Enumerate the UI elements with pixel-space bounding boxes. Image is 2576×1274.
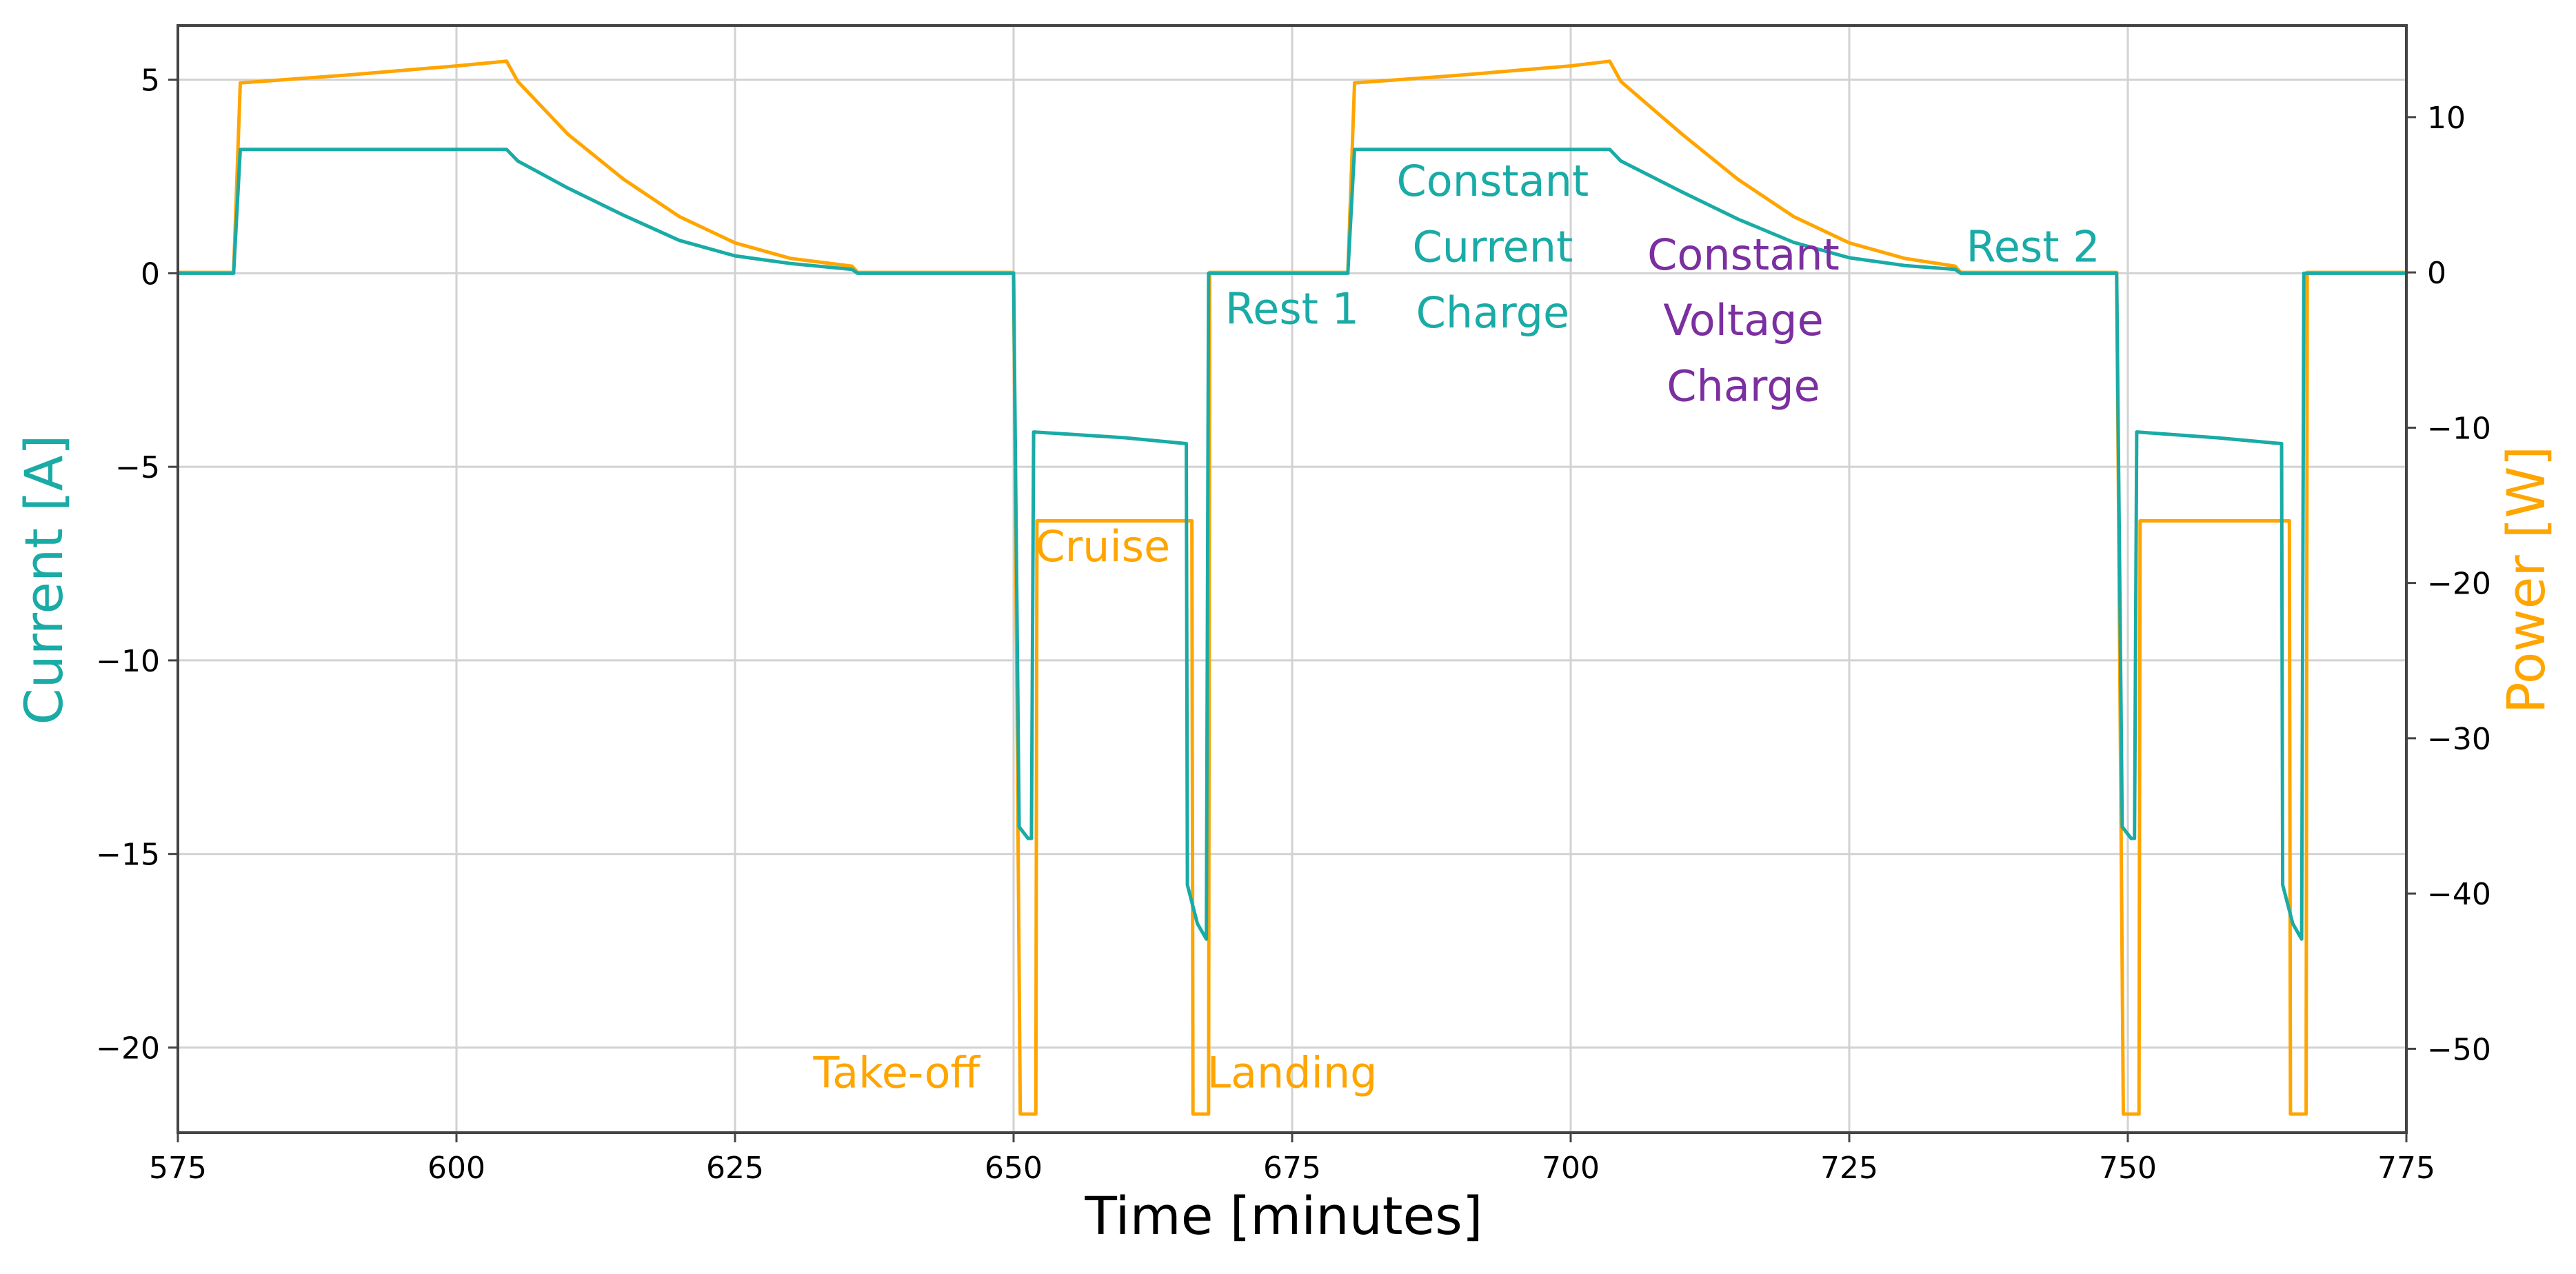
right-y-tick-label: −20 <box>2427 567 2491 602</box>
annotation-label: Charge <box>1416 287 1569 338</box>
x-tick-label: 675 <box>1263 1151 1321 1186</box>
annotation-label: Take-off <box>813 1048 981 1098</box>
x-tick-label: 700 <box>1542 1151 1600 1186</box>
left-y-tick-label: −10 <box>96 644 160 679</box>
annotation-label: Landing <box>1207 1048 1377 1098</box>
annotation-label: Constant <box>1397 156 1589 206</box>
annotation-label: Cruise <box>1035 521 1170 572</box>
x-tick-label: 575 <box>149 1151 207 1186</box>
x-tick-label: 725 <box>1820 1151 1878 1186</box>
x-tick-label: 600 <box>427 1151 485 1186</box>
right-y-axis-title: Power [W] <box>2495 446 2557 714</box>
left-y-tick-label: −20 <box>96 1031 160 1066</box>
x-tick-label: 775 <box>2377 1151 2435 1186</box>
right-y-tick-label: 0 <box>2427 256 2446 291</box>
x-tick-label: 750 <box>2099 1151 2157 1186</box>
right-y-tick-label: −50 <box>2427 1032 2491 1067</box>
left-y-tick-label: 0 <box>141 256 160 292</box>
plot-series <box>178 59 2406 1116</box>
annotations: Take-off Landing Cruise Rest 1 Constant Curre… <box>813 156 2100 1098</box>
right-y-tick-label: −30 <box>2427 722 2491 757</box>
left-y-tick-label: −5 <box>115 450 160 485</box>
right-y-tick-label: −40 <box>2427 877 2491 912</box>
annotation-label: Current <box>1412 222 1573 272</box>
annotation-label: Rest 1 <box>1225 283 1359 334</box>
grid <box>177 26 2408 1133</box>
annotation-label: Voltage <box>1663 295 1824 345</box>
left-y-tick-label: −15 <box>96 838 160 873</box>
x-axis-title: Time [minutes] <box>1084 1185 1482 1246</box>
x-tick-label: 650 <box>985 1151 1043 1186</box>
annotation-label: Rest 2 <box>1966 222 2100 272</box>
right-y-tick-label: 10 <box>2427 101 2466 136</box>
right-y-tick-label: −10 <box>2427 411 2491 446</box>
left-y-axis-title: Current [A] <box>13 435 74 725</box>
left-y-tick-label: 5 <box>141 63 160 99</box>
annotation-label: Charge <box>1667 361 1820 412</box>
axis-ticks: 575 600 625 650 675 700 725 750 775 5 0 −5 −10 −15 −20… <box>96 63 2491 1186</box>
annotation-label: Constant <box>1647 230 1840 280</box>
x-tick-label: 625 <box>706 1151 764 1186</box>
current-series-line <box>178 148 2406 941</box>
